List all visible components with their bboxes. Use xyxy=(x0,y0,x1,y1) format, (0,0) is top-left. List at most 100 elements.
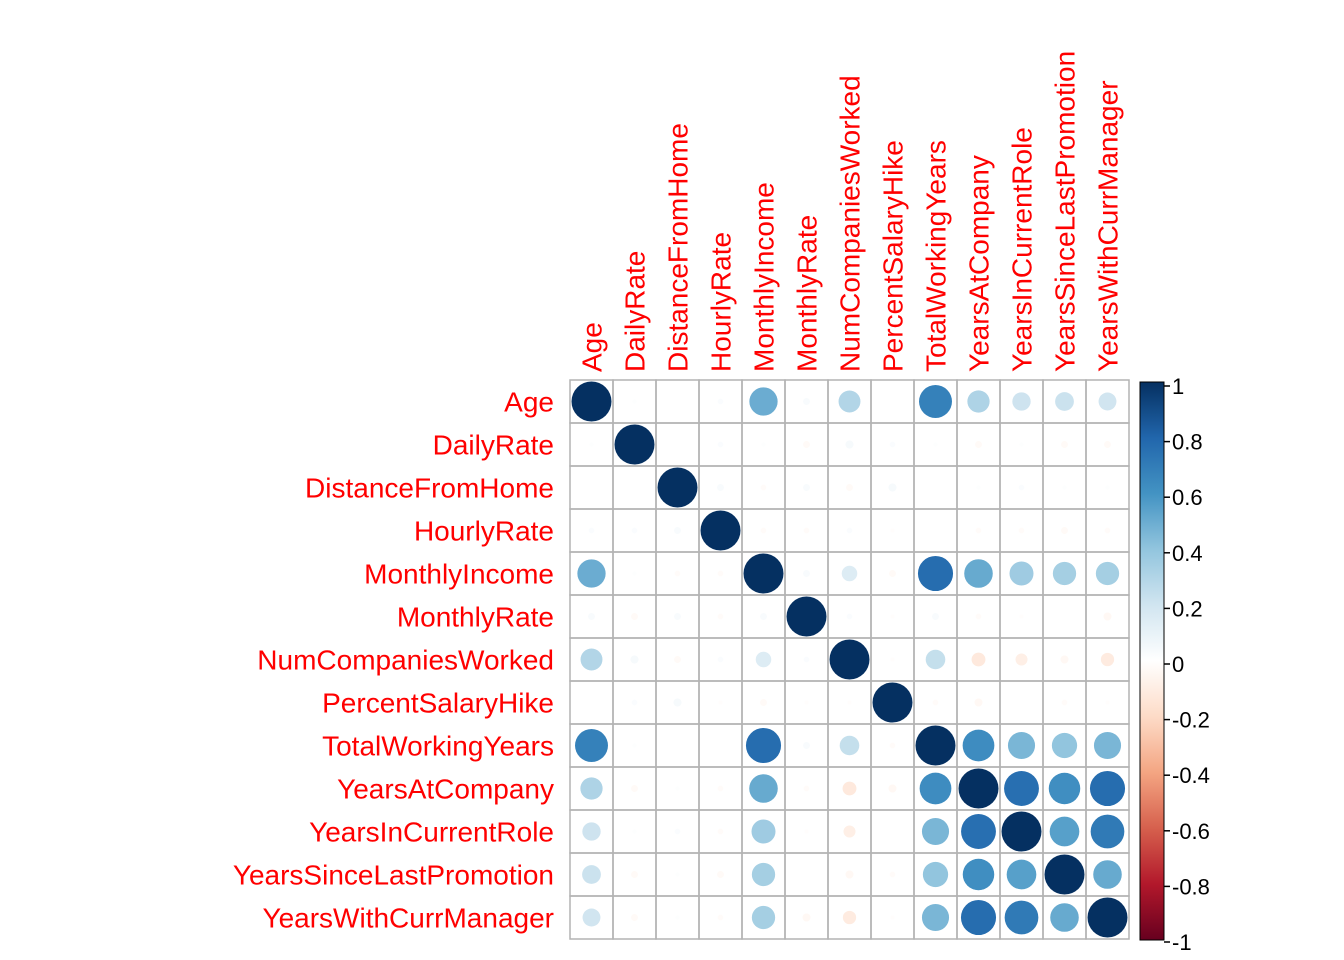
correlation-circle-YearsSinceLastPromotion-DailyRate xyxy=(631,871,638,878)
correlation-circle-YearsInCurrentRole-Age xyxy=(582,822,601,841)
correlation-circle-PercentSalaryHike-PercentSalaryHike xyxy=(872,682,913,723)
correlation-circle-YearsInCurrentRole-MonthlyRate xyxy=(804,829,809,834)
correlation-circle-TotalWorkingYears-YearsSinceLastPromotion xyxy=(1051,732,1078,759)
column-label: TotalWorkingYears xyxy=(921,140,952,372)
correlation-circle-DailyRate-Age xyxy=(589,442,594,447)
correlation-circle-HourlyRate-YearsWithCurrManager xyxy=(1104,527,1111,534)
column-label: PercentSalaryHike xyxy=(878,140,909,372)
correlation-circle-NumCompaniesWorked-MonthlyRate xyxy=(803,656,810,663)
colorbar-tick-label: -1 xyxy=(1172,930,1192,955)
correlation-circle-DailyRate-TotalWorkingYears xyxy=(933,442,938,447)
colorbar-tick-label: -0.6 xyxy=(1172,819,1210,844)
column-label: YearsAtCompany xyxy=(964,155,995,372)
correlation-circle-DailyRate-YearsSinceLastPromotion xyxy=(1061,441,1068,448)
correlation-circle-MonthlyIncome-YearsInCurrentRole xyxy=(1009,561,1034,586)
correlation-circle-YearsAtCompany-MonthlyIncome xyxy=(749,774,778,803)
correlation-circle-Age-YearsSinceLastPromotion xyxy=(1055,392,1074,411)
column-label: MonthlyIncome xyxy=(749,182,780,372)
column-label: NumCompaniesWorked xyxy=(835,75,866,372)
correlation-circle-MonthlyRate-MonthlyIncome xyxy=(760,613,767,620)
grid-cell xyxy=(870,809,915,854)
column-label: YearsWithCurrManager xyxy=(1093,80,1124,372)
correlation-circle-PercentSalaryHike-DistanceFromHome xyxy=(673,698,682,707)
column-label: MonthlyRate xyxy=(792,215,823,372)
correlation-circle-PercentSalaryHike-YearsSinceLastPromotion xyxy=(1061,699,1068,706)
row-label: YearsWithCurrManager xyxy=(262,903,554,934)
correlation-circle-HourlyRate-PercentSalaryHike xyxy=(890,528,895,533)
correlation-circle-Age-DailyRate xyxy=(632,399,637,404)
correlation-circle-NumCompaniesWorked-YearsSinceLastPromotion xyxy=(1060,655,1069,664)
correlation-circle-YearsSinceLastPromotion-NumCompaniesWorked xyxy=(845,870,854,879)
correlation-circle-Age-YearsWithCurrManager xyxy=(1098,392,1117,411)
colorbar-tick-label: -0.4 xyxy=(1172,763,1210,788)
correlation-circle-DailyRate-HourlyRate xyxy=(717,441,724,448)
correlation-circle-DistanceFromHome-NumCompaniesWorked xyxy=(846,484,853,491)
correlation-circle-MonthlyIncome-MonthlyIncome xyxy=(743,553,784,594)
correlation-circle-MonthlyRate-TotalWorkingYears xyxy=(932,613,939,620)
correlation-circle-DistanceFromHome-YearsAtCompany xyxy=(976,485,981,490)
correlation-circle-MonthlyIncome-TotalWorkingYears xyxy=(917,555,954,592)
column-label: DailyRate xyxy=(620,251,651,372)
correlation-circle-TotalWorkingYears-Age xyxy=(575,729,608,762)
correlation-circle-YearsAtCompany-MonthlyRate xyxy=(803,785,810,792)
correlation-circle-YearsAtCompany-YearsWithCurrManager xyxy=(1089,770,1126,807)
correlation-circle-MonthlyIncome-YearsSinceLastPromotion xyxy=(1052,561,1077,586)
correlation-circle-DailyRate-YearsInCurrentRole xyxy=(1019,442,1024,447)
correlation-circle-TotalWorkingYears-NumCompaniesWorked xyxy=(839,735,860,756)
colorbar-gradient xyxy=(1139,381,1165,941)
correlation-circle-TotalWorkingYears-PercentSalaryHike xyxy=(889,742,896,749)
correlation-circle-PercentSalaryHike-NumCompaniesWorked xyxy=(847,700,852,705)
correlation-circle-YearsWithCurrManager-DistanceFromHome xyxy=(675,915,680,920)
correlation-circle-MonthlyRate-Age xyxy=(588,613,595,620)
correlation-circle-Age-MonthlyRate xyxy=(803,398,810,405)
correlation-circle-MonthlyRate-DistanceFromHome xyxy=(674,613,681,620)
correlation-circle-YearsAtCompany-Age xyxy=(580,777,603,800)
correlation-circle-Age-Age xyxy=(571,381,612,422)
column-label: DistanceFromHome xyxy=(663,123,694,372)
colorbar-tick-label: 0 xyxy=(1172,652,1184,677)
correlation-circle-HourlyRate-MonthlyRate xyxy=(803,527,810,534)
grid-cell xyxy=(655,379,700,424)
correlation-circle-HourlyRate-NumCompaniesWorked xyxy=(846,527,853,534)
correlation-circle-YearsAtCompany-DistanceFromHome xyxy=(675,786,680,791)
correlation-circle-YearsSinceLastPromotion-Age xyxy=(582,865,601,884)
row-label: Age xyxy=(504,387,554,418)
correlation-circle-TotalWorkingYears-YearsWithCurrManager xyxy=(1093,731,1122,760)
correlation-circle-TotalWorkingYears-DailyRate xyxy=(632,743,637,748)
correlation-circle-DailyRate-DailyRate xyxy=(614,424,655,465)
correlation-circle-YearsInCurrentRole-NumCompaniesWorked xyxy=(843,825,856,838)
correlation-circle-PercentSalaryHike-MonthlyRate xyxy=(804,700,809,705)
correlation-circle-TotalWorkingYears-YearsAtCompany xyxy=(962,729,995,762)
correlation-circle-NumCompaniesWorked-Age xyxy=(580,648,603,671)
colorbar-tick-label: 0.6 xyxy=(1172,485,1203,510)
colorbar-tick-label: 0.8 xyxy=(1172,430,1203,455)
correlation-circle-MonthlyIncome-HourlyRate xyxy=(717,570,724,577)
correlation-circle-TotalWorkingYears-MonthlyRate xyxy=(803,742,810,749)
grid-cell xyxy=(784,852,829,897)
correlation-circle-Age-HourlyRate xyxy=(717,398,724,405)
correlation-circle-YearsInCurrentRole-DistanceFromHome xyxy=(674,828,681,835)
row-labels: Age DailyRate DistanceFromHome HourlyRate Mo… xyxy=(233,387,554,934)
row-label: DistanceFromHome xyxy=(305,473,554,504)
correlation-circle-YearsInCurrentRole-TotalWorkingYears xyxy=(921,817,950,846)
correlation-circle-YearsWithCurrManager-MonthlyRate xyxy=(802,913,811,922)
colorbar-ticks: 1 0.8 0.6 0.4 0.2 0 -0.2 -0.4 -0.6 -0.8 -1 xyxy=(1164,374,1210,955)
correlation-circle-NumCompaniesWorked-YearsWithCurrManager xyxy=(1100,652,1115,667)
correlation-circle-MonthlyIncome-Age xyxy=(577,559,606,588)
row-label: DailyRate xyxy=(433,430,554,461)
correlation-circle-PercentSalaryHike-HourlyRate xyxy=(718,700,723,705)
correlation-circle-MonthlyIncome-YearsAtCompany xyxy=(964,559,993,588)
correlation-circle-YearsInCurrentRole-HourlyRate xyxy=(717,828,724,835)
correlation-circle-DailyRate-YearsAtCompany xyxy=(975,441,982,448)
correlation-circle-PercentSalaryHike-TotalWorkingYears xyxy=(932,699,939,706)
correlation-circle-DailyRate-NumCompaniesWorked xyxy=(845,440,854,449)
grid-cell xyxy=(913,465,958,510)
correlation-circle-DistanceFromHome-YearsInCurrentRole xyxy=(1018,484,1025,491)
correlation-circle-YearsSinceLastPromotion-MonthlyIncome xyxy=(751,862,776,887)
correlation-circle-YearsSinceLastPromotion-YearsInCurrentRole xyxy=(1006,859,1037,890)
correlation-circle-YearsSinceLastPromotion-YearsAtCompany xyxy=(962,858,995,891)
correlation-circle-YearsWithCurrManager-HourlyRate xyxy=(717,914,724,921)
correlation-circle-HourlyRate-DailyRate xyxy=(631,527,638,534)
column-label: Age xyxy=(577,322,608,372)
correlation-circle-YearsSinceLastPromotion-YearsSinceLastPromotion xyxy=(1044,854,1085,895)
